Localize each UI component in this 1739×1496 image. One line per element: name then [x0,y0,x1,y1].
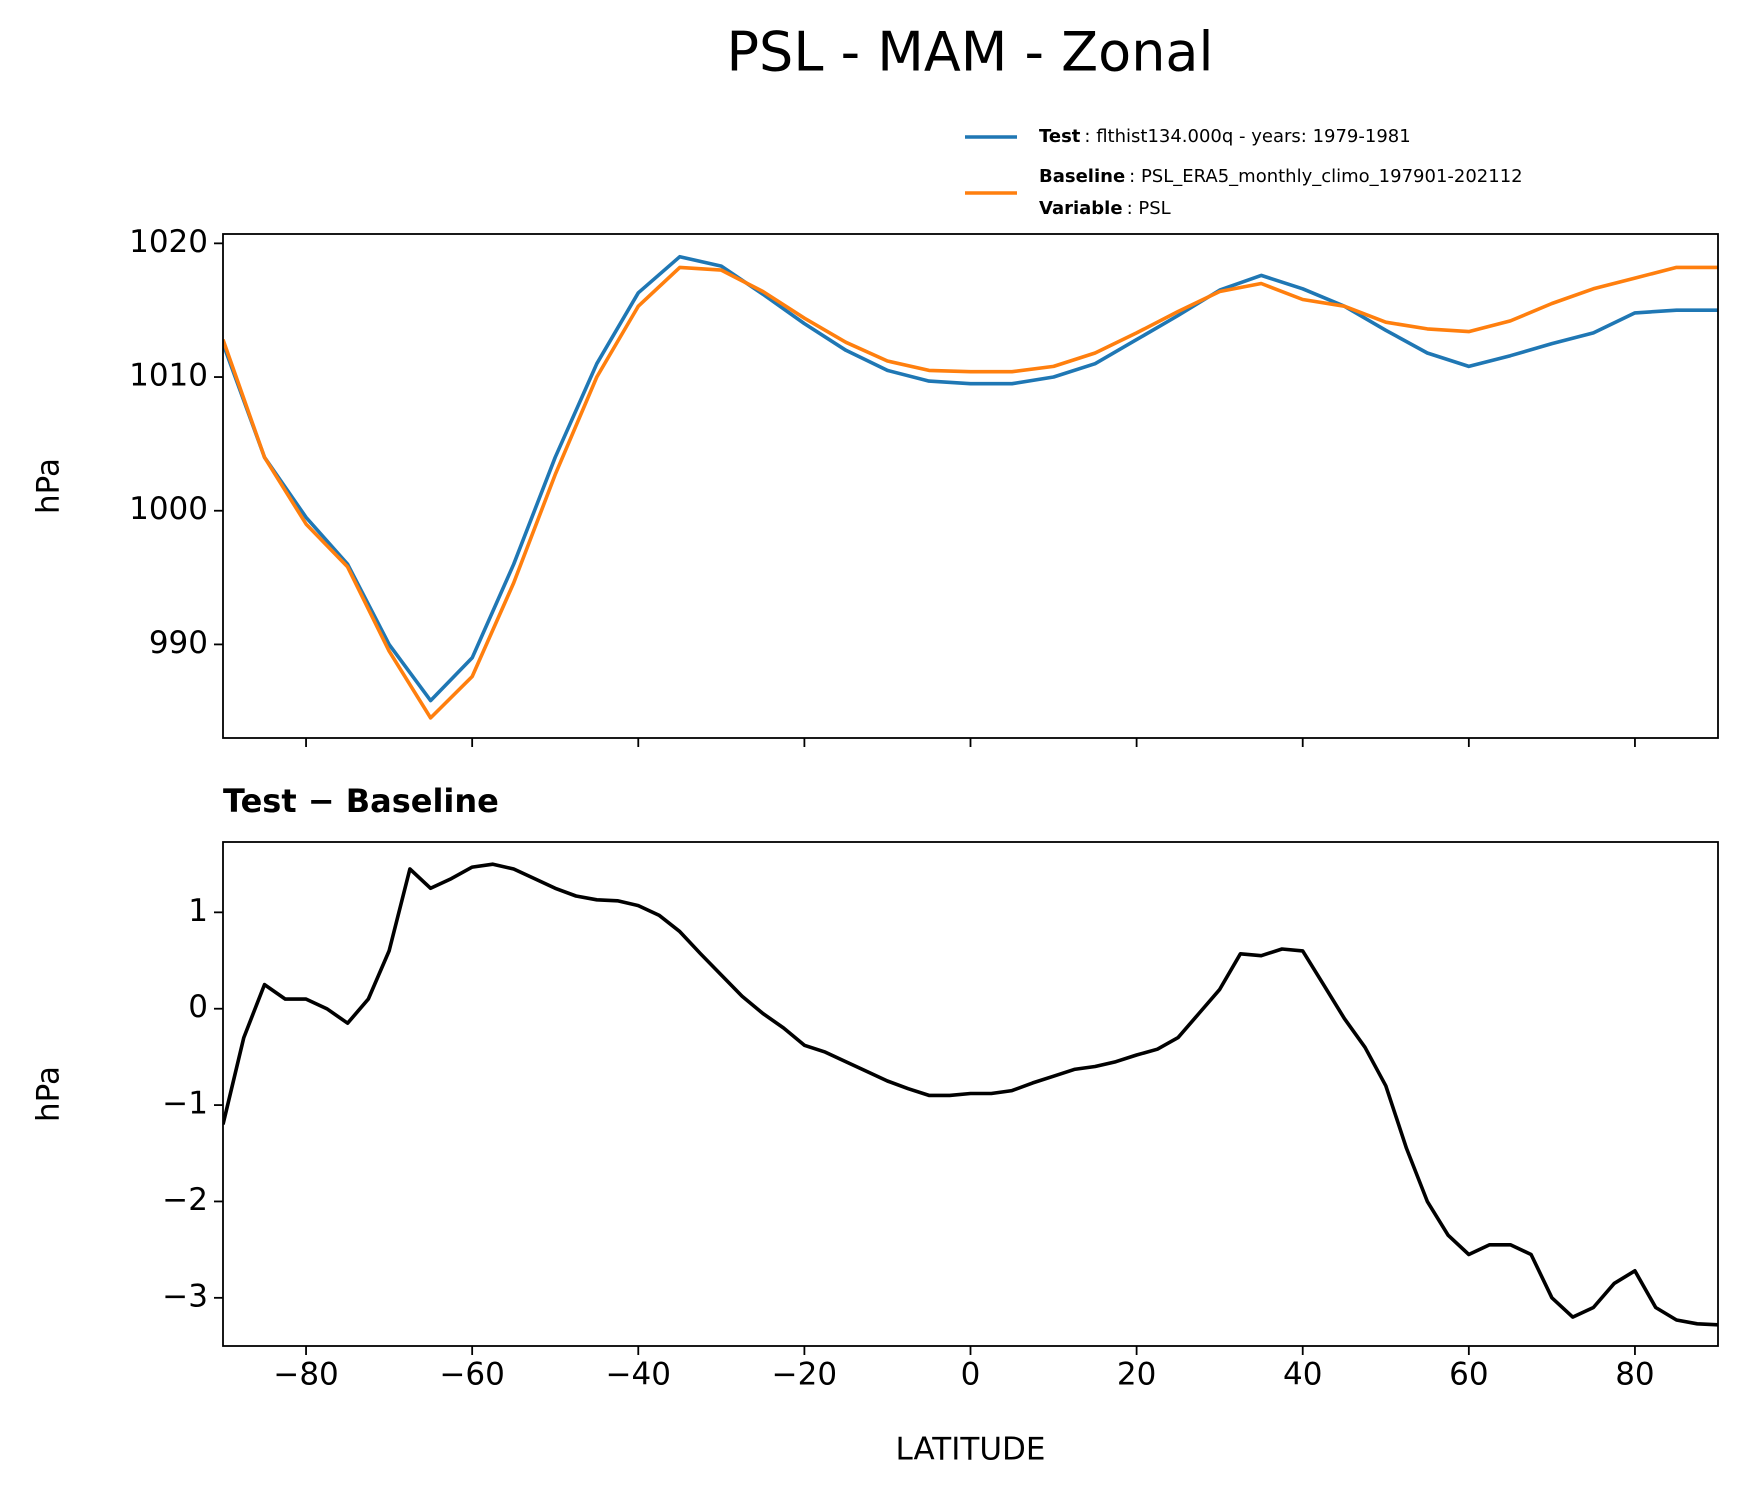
legend-name: Test [1039,126,1081,147]
plot-frame [222,233,1719,739]
legend-label: Baseline: PSL_ERA5_monthly_climo_197901-… [1039,166,1523,187]
legend-description: : PSL_ERA5_monthly_climo_197901-202112 [1129,166,1522,187]
series-line [223,862,1718,1327]
y-tick-label: −1 [162,1086,208,1122]
legend-description: : PSL [1127,198,1171,219]
x-tick-label: −80 [273,1357,338,1393]
x-tick-label: −40 [606,1357,671,1393]
legend-label: Variable: PSL [1039,198,1171,219]
y-tick-label: 1000 [129,491,208,527]
legend-label: Test: flthist134.000q - years: 1979-1981 [1039,126,1411,147]
y-axis-label: hPa [31,1066,67,1122]
x-tick-label: 60 [1449,1357,1488,1393]
panel-title: Test − Baseline [223,782,499,820]
series-line [223,254,1718,703]
x-axis-label: LATITUDE [896,1432,1046,1468]
x-tick-label: −60 [439,1357,504,1393]
figure-title: PSL - MAM - Zonal [726,21,1213,84]
legend-name: Baseline [1039,166,1125,187]
y-tick-label: 990 [149,625,208,661]
legend-description: : flthist134.000q - years: 1979-1981 [1084,126,1410,147]
x-tick-label: 0 [961,1357,981,1393]
x-tick-label: 20 [1117,1357,1156,1393]
series-line [223,265,1718,720]
y-tick-label: −3 [162,1278,208,1314]
y-tick-label: −2 [162,1182,208,1218]
x-tick-label: 40 [1283,1357,1322,1393]
x-tick-label: 80 [1615,1357,1654,1393]
x-tick-label: −20 [772,1357,837,1393]
legend-name: Variable [1039,198,1123,219]
y-tick-label: 1010 [129,358,208,394]
y-axis-label: hPa [31,458,67,514]
y-tick-label: 1020 [129,224,208,260]
plot-frame [222,841,1719,1347]
y-tick-label: 0 [188,989,208,1025]
y-tick-label: 1 [188,893,208,929]
